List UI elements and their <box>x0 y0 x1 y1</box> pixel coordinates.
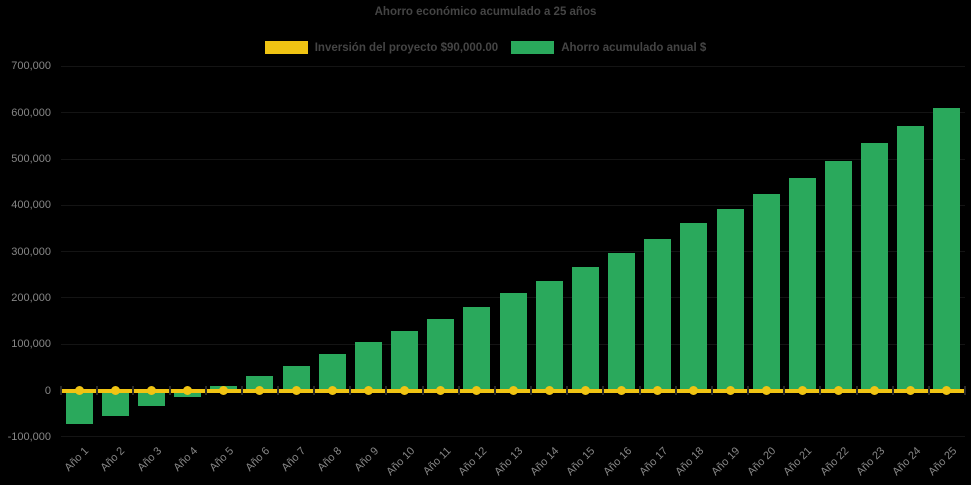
bar <box>318 354 346 391</box>
bar <box>608 253 635 391</box>
y-axis-tick-label: 600,000 <box>11 106 51 119</box>
gridline <box>61 204 965 206</box>
x-axis-tick <box>240 386 243 395</box>
bar <box>65 390 93 425</box>
x-axis-tick <box>530 386 533 395</box>
x-axis-tick <box>710 386 713 395</box>
chart-title: Ahorro económico acumulado a 25 años <box>374 6 597 18</box>
line-marker <box>653 386 663 395</box>
y-axis-tick-label: -100,000 <box>7 430 51 443</box>
x-axis-tick <box>964 386 966 395</box>
y-axis-tick-label: 400,000 <box>11 199 51 212</box>
y-axis-tick-label: 300,000 <box>11 245 51 258</box>
bar <box>644 239 672 391</box>
gridline <box>61 65 965 67</box>
line-marker <box>725 386 735 395</box>
line-marker <box>544 386 554 395</box>
x-axis-tick <box>421 386 424 395</box>
line-marker <box>327 386 337 395</box>
x-axis-tick <box>60 386 62 395</box>
x-axis-tick <box>168 386 171 395</box>
line-marker <box>617 386 626 395</box>
line-marker <box>183 386 193 395</box>
line-marker <box>797 386 807 395</box>
bar <box>463 306 491 391</box>
bar <box>137 390 165 406</box>
line-marker <box>74 386 84 395</box>
line-marker <box>833 386 843 395</box>
bar <box>788 178 816 391</box>
x-axis-tick <box>602 386 605 395</box>
x-axis-tick <box>349 386 352 395</box>
x-axis-tick <box>566 386 569 395</box>
x-axis-tick <box>855 386 858 395</box>
line-marker <box>400 386 409 395</box>
line-marker <box>870 386 880 395</box>
x-axis-tick <box>132 386 135 395</box>
legend-swatch-inversion <box>264 41 308 54</box>
x-axis-tick <box>204 386 207 395</box>
legend-swatch-ahorro <box>511 41 555 54</box>
bar <box>824 160 852 391</box>
line-marker <box>761 386 771 395</box>
line-marker <box>219 386 229 395</box>
bar <box>391 331 418 391</box>
bar <box>535 281 563 391</box>
x-axis-tick <box>819 386 822 395</box>
gridline <box>61 436 965 438</box>
gridline <box>61 251 965 253</box>
bar <box>246 376 274 391</box>
x-axis-tick <box>313 386 316 395</box>
legend-label-inversion: Inversión del proyecto $90,000.00 <box>314 41 499 54</box>
bar <box>861 143 889 391</box>
line-marker <box>472 386 482 395</box>
bar <box>427 319 455 391</box>
line-marker <box>255 386 265 395</box>
bar <box>571 267 599 391</box>
x-axis-tick <box>927 386 930 395</box>
x-axis-tick <box>674 386 677 395</box>
line-marker <box>110 386 120 395</box>
line-marker <box>363 386 373 395</box>
x-axis-tick <box>783 386 786 395</box>
bar <box>680 223 708 391</box>
x-axis-tick <box>493 386 496 395</box>
bar <box>897 125 925 391</box>
bar <box>933 108 961 391</box>
line-marker <box>508 386 518 395</box>
x-axis-tick <box>277 386 279 395</box>
bar <box>716 209 744 391</box>
legend: Inversión del proyecto $90,000.00 Ahorro… <box>0 41 971 54</box>
line-marker <box>436 386 446 395</box>
x-axis-tick <box>96 386 99 395</box>
line-marker <box>906 386 916 395</box>
gridline <box>61 158 965 160</box>
x-axis-tick <box>457 386 460 395</box>
bar <box>752 193 780 391</box>
line-marker <box>689 386 699 395</box>
y-axis-tick-label: 200,000 <box>11 291 51 304</box>
gridline <box>61 112 965 114</box>
x-axis-tick <box>638 386 641 395</box>
bar <box>354 342 382 391</box>
line-marker <box>942 386 952 395</box>
x-axis-tick <box>891 386 894 395</box>
x-axis-tick <box>747 386 749 395</box>
y-axis-tick-label: 700,000 <box>11 60 51 73</box>
y-axis-tick-label: 500,000 <box>11 153 51 165</box>
y-axis-tick-label: 100,000 <box>11 338 51 351</box>
x-axis-tick <box>385 386 388 395</box>
y-axis-tick-label: 0 <box>44 384 51 397</box>
bar <box>499 293 527 391</box>
line-marker <box>146 386 156 395</box>
legend-label-ahorro: Ahorro acumulado anual $ <box>561 41 707 54</box>
line-marker <box>580 386 590 395</box>
line-marker <box>291 386 301 395</box>
